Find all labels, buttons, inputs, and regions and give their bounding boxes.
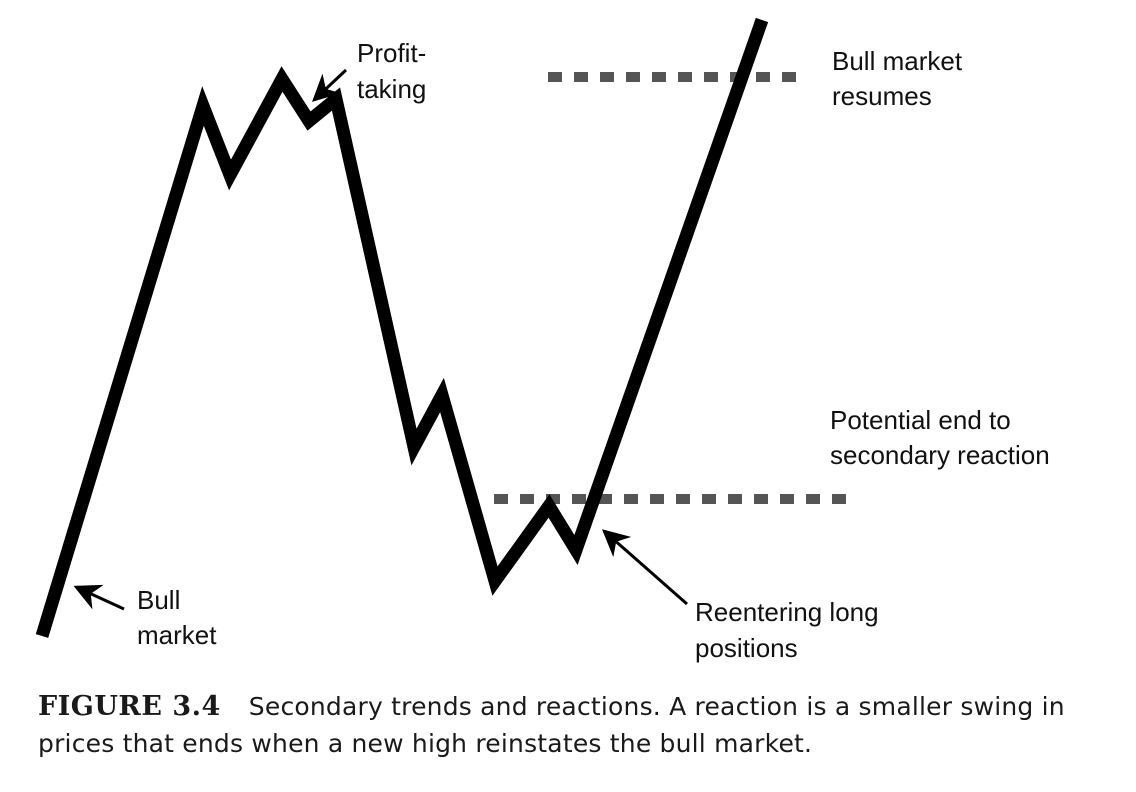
profit-taking-arrow	[312, 68, 348, 102]
reentering-label-line2: positions	[695, 633, 798, 663]
figure-number: FIGURE 3.4	[38, 691, 221, 722]
price-path-line	[35, 17, 769, 638]
bull-market-arrow	[73, 584, 125, 611]
potential-end-label-line2: secondary reaction	[830, 440, 1050, 470]
potential-end-label-line1: Potential end to	[830, 405, 1011, 435]
profit-taking-label-line2: taking	[357, 74, 426, 104]
caption-text: Secondary trends and reactions. A reacti…	[38, 692, 1065, 758]
bull-market-label-line1: Bull	[137, 585, 180, 615]
secondary-trends-diagram: Profit- taking Bull market resumes Poten…	[35, 17, 1050, 663]
reentering-label-line1: Reentering long	[695, 597, 879, 627]
figure-caption: FIGURE 3.4 Secondary trends and reactions…	[38, 688, 1108, 762]
profit-taking-label-line1: Profit-	[357, 38, 426, 68]
reentering-arrow	[601, 529, 688, 606]
bull-market-resumes-label-line2: resumes	[832, 81, 932, 111]
bull-market-label-line2: market	[137, 620, 217, 650]
bull-market-resumes-label-line1: Bull market	[832, 46, 963, 76]
